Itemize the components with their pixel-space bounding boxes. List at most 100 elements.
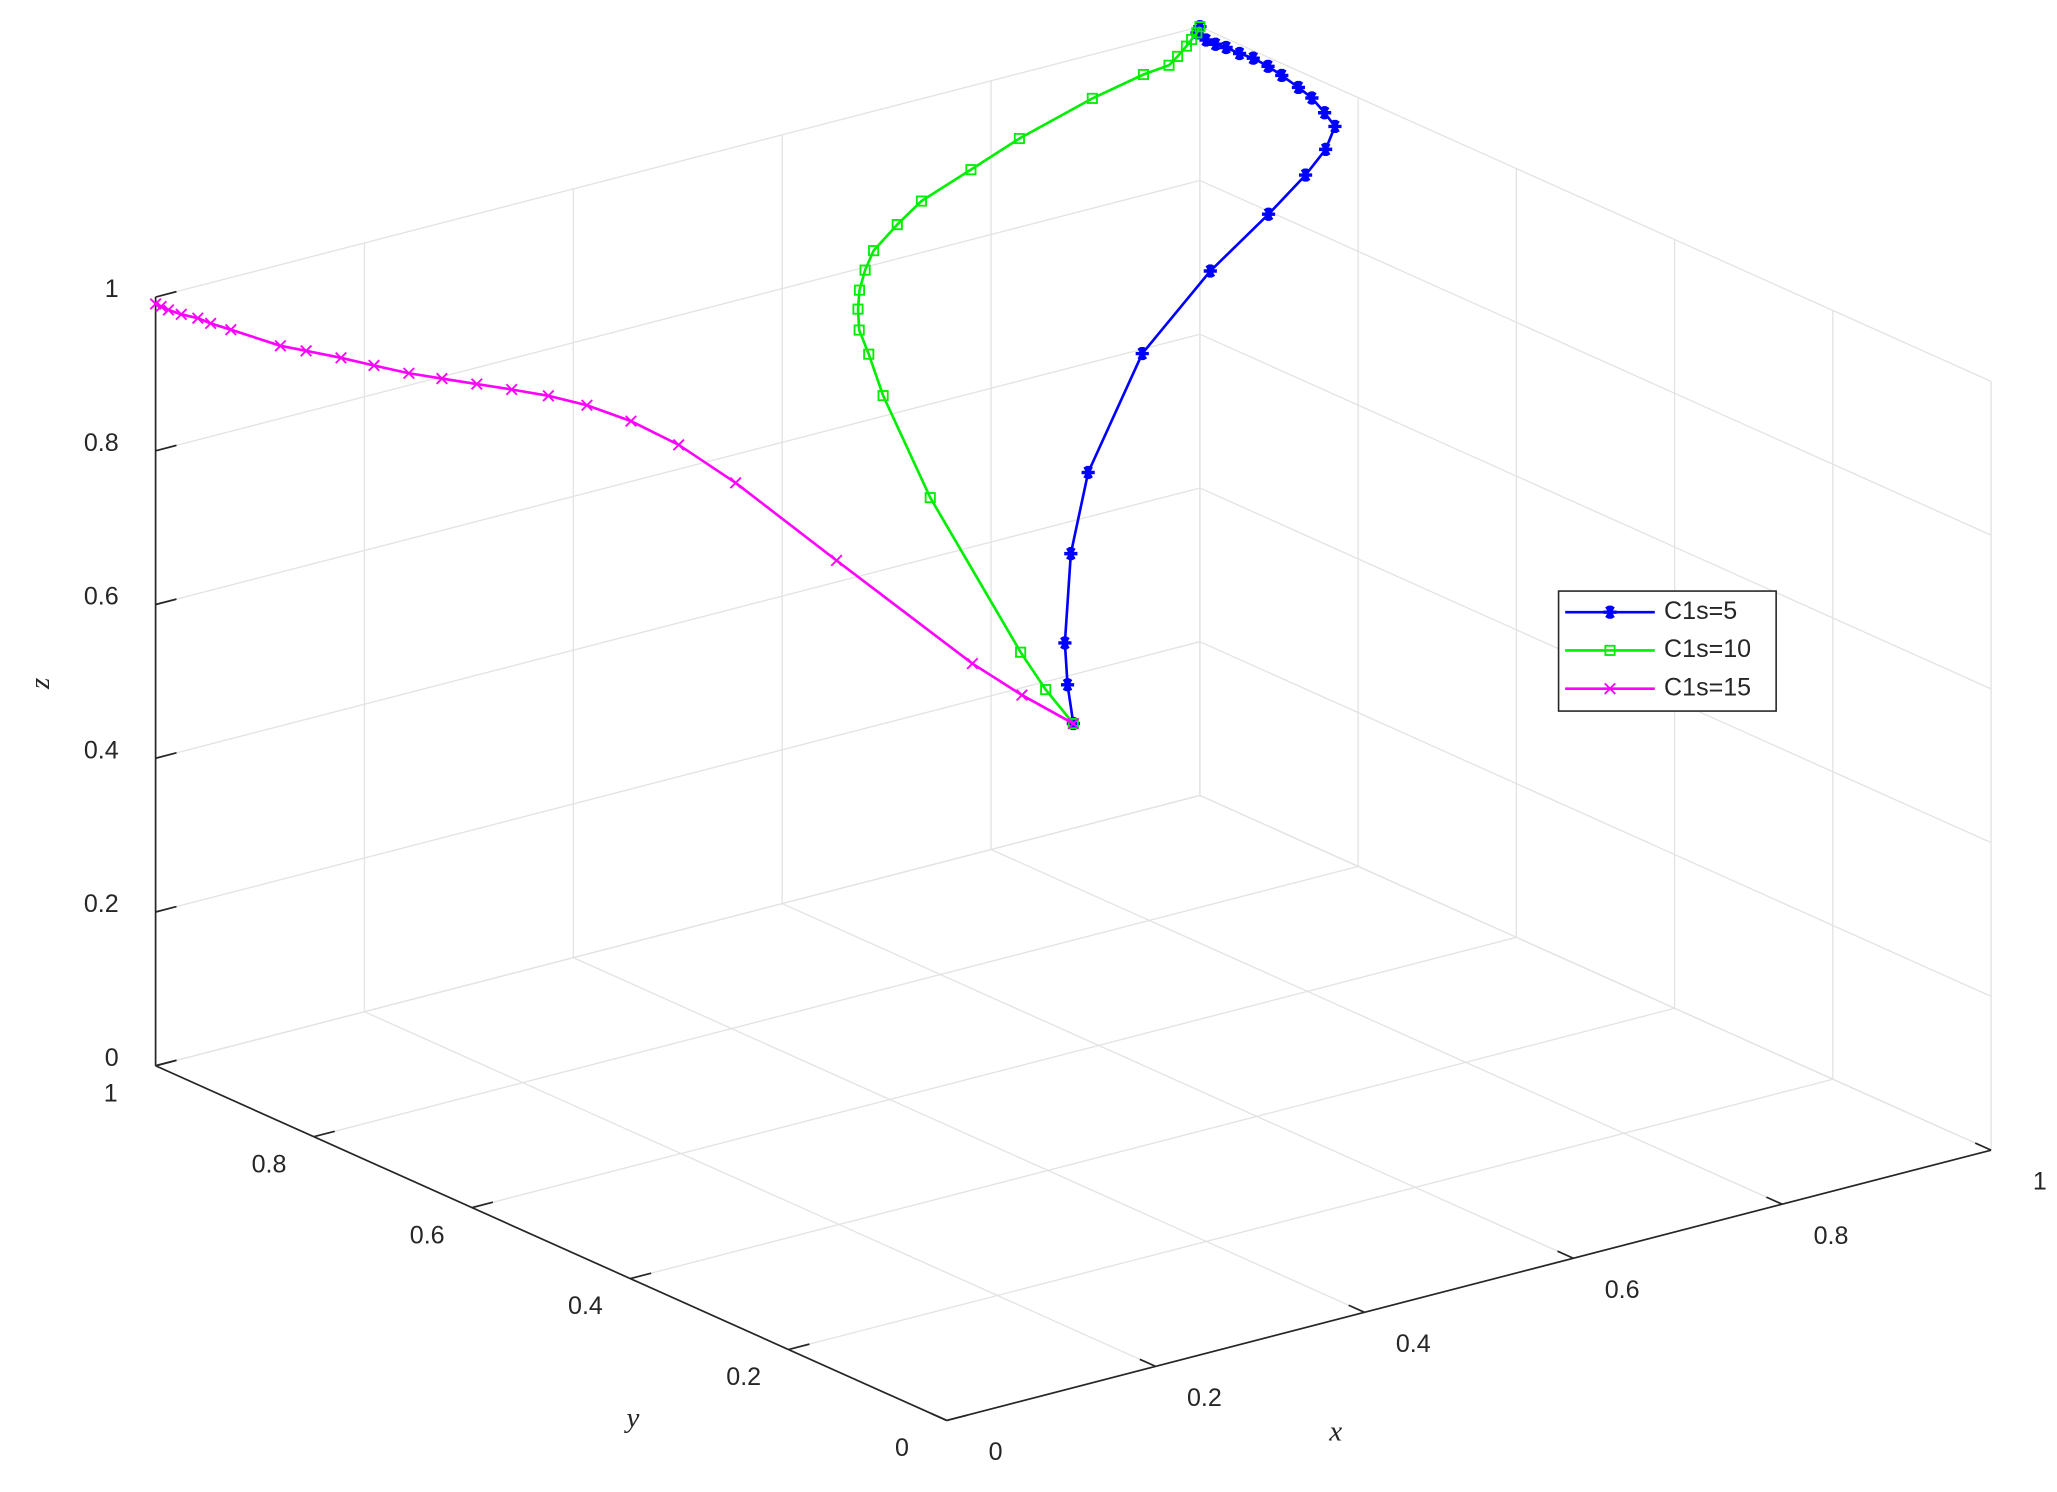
z-tick xyxy=(155,598,177,606)
marker xyxy=(1058,636,1072,650)
grid-line xyxy=(1199,333,1992,690)
grid-line xyxy=(1199,794,1992,1151)
grid-line xyxy=(155,26,1201,298)
marker xyxy=(436,372,448,385)
marker xyxy=(368,359,380,372)
marker xyxy=(830,554,843,567)
z-tick xyxy=(155,444,177,452)
marker xyxy=(1232,46,1247,61)
plot-area xyxy=(149,20,1342,731)
marker xyxy=(162,303,175,316)
z-tick-label: 0.4 xyxy=(84,736,119,764)
marker xyxy=(1015,646,1027,658)
marker xyxy=(1318,106,1332,120)
marker xyxy=(859,264,871,276)
grid-line xyxy=(471,936,1517,1209)
marker xyxy=(1208,37,1223,51)
x-tick xyxy=(930,1412,948,1422)
marker xyxy=(1246,51,1260,65)
x-axis-line xyxy=(946,1149,1992,1422)
x-tick xyxy=(1139,1358,1156,1368)
marker xyxy=(853,324,865,336)
marker xyxy=(1086,92,1098,104)
z-tick xyxy=(155,1059,177,1067)
marker xyxy=(1067,717,1080,730)
marker xyxy=(853,284,866,296)
x-tick-label: 0.2 xyxy=(1187,1384,1222,1412)
marker xyxy=(505,383,518,396)
marker xyxy=(191,312,204,325)
y-tick xyxy=(471,1201,494,1209)
z-axis-label: z xyxy=(24,678,56,690)
x-axis-label: x xyxy=(1328,1415,1342,1447)
marker xyxy=(965,164,977,176)
z-tick-label: 0.2 xyxy=(84,890,119,918)
y-axis-label: y xyxy=(623,1402,639,1434)
marker xyxy=(224,323,237,336)
y-tick-label: 1 xyxy=(104,1079,118,1107)
z-tick-label: 0.6 xyxy=(84,583,119,611)
legend-label: C1s=5 xyxy=(1664,597,1737,625)
marker xyxy=(470,378,483,390)
z-tick-label: 0.8 xyxy=(84,429,119,457)
marker xyxy=(924,492,936,504)
marker xyxy=(155,300,168,313)
marker xyxy=(1261,207,1276,221)
marker xyxy=(204,317,217,330)
y-axis-line xyxy=(155,1064,948,1422)
x-tick xyxy=(1348,1304,1365,1314)
series xyxy=(852,21,1206,730)
marker xyxy=(542,389,555,402)
x-tick xyxy=(1557,1250,1574,1260)
grid-line xyxy=(364,1011,1156,1367)
marker xyxy=(1319,142,1333,156)
marker xyxy=(966,657,979,670)
grid-line xyxy=(155,333,1201,606)
legend-marker xyxy=(1604,682,1616,695)
grid-line xyxy=(573,957,1365,1313)
marker xyxy=(1328,119,1342,134)
y-tick-label: 0.6 xyxy=(410,1221,445,1249)
marker xyxy=(1163,59,1175,71)
marker xyxy=(1203,264,1217,278)
grid-line xyxy=(781,902,1574,1259)
x-tick-label: 0.4 xyxy=(1396,1330,1431,1358)
marker xyxy=(1298,168,1313,182)
marker xyxy=(274,339,287,352)
marker xyxy=(402,367,415,380)
marker xyxy=(1194,21,1206,33)
marker xyxy=(335,351,347,364)
grid-line xyxy=(1199,26,1992,383)
legend-marker xyxy=(1603,605,1617,619)
marker xyxy=(1081,465,1095,480)
marker xyxy=(1180,40,1192,52)
legend-label: C1s=15 xyxy=(1664,673,1751,701)
marker xyxy=(915,195,927,207)
legend-marker xyxy=(1604,644,1616,656)
legend: C1s=5 C1s=10 C1s=15 xyxy=(1557,590,1777,712)
marker xyxy=(1219,40,1233,55)
grid-line xyxy=(155,179,1201,452)
y-tick-label: 0.4 xyxy=(568,1292,603,1320)
z-tick-label: 1 xyxy=(105,275,119,303)
y-tick-label: 0.8 xyxy=(252,1150,287,1178)
marker xyxy=(1199,33,1213,47)
legend-label: C1s=10 xyxy=(1664,635,1751,663)
series xyxy=(149,298,1080,730)
marker xyxy=(1013,132,1025,145)
grid-line xyxy=(155,487,1201,759)
marker xyxy=(625,415,637,428)
x-tick xyxy=(1974,1142,1992,1151)
y-tick xyxy=(788,1343,810,1351)
series-line xyxy=(155,302,1074,725)
z-tick xyxy=(155,290,177,298)
marker xyxy=(1172,50,1184,62)
axes: 0 0.2 0.4 0.6 0.8 1 0 0.2 0.4 0.6 0.8 1 0 0.2 0.4 0.6 0.… xyxy=(84,275,2047,1466)
marker xyxy=(877,390,889,402)
marker xyxy=(729,476,742,489)
marker xyxy=(300,344,313,357)
grid-line xyxy=(155,641,1201,913)
marker xyxy=(672,438,685,451)
y-tick xyxy=(946,1414,968,1422)
